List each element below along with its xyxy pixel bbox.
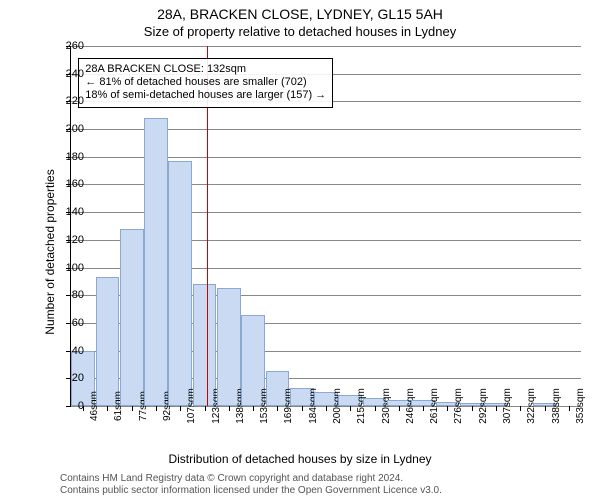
- annotation-line: ← 81% of detached houses are smaller (70…: [85, 76, 326, 89]
- y-tick-label: 20: [44, 372, 84, 384]
- x-tick: [132, 406, 133, 411]
- y-tick-label: 260: [44, 40, 84, 52]
- x-tick: [326, 406, 327, 411]
- histogram-bar: [120, 229, 144, 406]
- x-tick-label: 246sqm: [403, 388, 416, 424]
- x-tick: [472, 406, 473, 411]
- y-tick-label: 0: [44, 400, 84, 412]
- x-tick: [496, 406, 497, 411]
- y-tick-label: 180: [44, 151, 84, 163]
- x-tick-label: 292sqm: [476, 388, 489, 424]
- x-tick: [277, 406, 278, 411]
- x-tick: [545, 406, 546, 411]
- x-tick-label: 230sqm: [379, 388, 392, 424]
- chart-title-line1: 28A, BRACKEN CLOSE, LYDNEY, GL15 5AH: [0, 6, 600, 22]
- y-tick-label: 220: [44, 95, 84, 107]
- footer-line2: Contains public sector information licen…: [60, 485, 442, 496]
- x-tick: [423, 406, 424, 411]
- footer-line1: Contains HM Land Registry data © Crown c…: [60, 473, 403, 484]
- x-tick: [107, 406, 108, 411]
- x-tick-label: 307sqm: [500, 388, 513, 424]
- y-tick-label: 240: [44, 68, 84, 80]
- x-tick-label: 353sqm: [573, 388, 586, 424]
- x-axis-label: Distribution of detached houses by size …: [0, 452, 600, 466]
- x-tick: [205, 406, 206, 411]
- x-tick: [520, 406, 521, 411]
- x-tick: [156, 406, 157, 411]
- y-tick-label: 80: [44, 289, 84, 301]
- annotation-line: 18% of semi-detached houses are larger (…: [85, 89, 326, 102]
- y-tick-label: 60: [44, 317, 84, 329]
- histogram-bar: [96, 277, 120, 406]
- x-tick-label: 322sqm: [524, 388, 537, 424]
- x-tick: [180, 406, 181, 411]
- x-tick: [229, 406, 230, 411]
- annotation-line: 28A BRACKEN CLOSE: 132sqm: [85, 63, 326, 76]
- x-tick-label: 338sqm: [549, 388, 562, 424]
- chart-title-line2: Size of property relative to detached ho…: [0, 24, 600, 39]
- grid-line: [71, 46, 581, 47]
- x-tick: [375, 406, 376, 411]
- histogram-bar: [168, 161, 192, 406]
- x-tick: [350, 406, 351, 411]
- x-tick: [399, 406, 400, 411]
- x-tick-label: 276sqm: [451, 388, 464, 424]
- annotation-box: 28A BRACKEN CLOSE: 132sqm← 81% of detach…: [78, 58, 333, 108]
- y-tick-label: 40: [44, 345, 84, 357]
- y-tick-label: 140: [44, 206, 84, 218]
- histogram-bar: [144, 118, 168, 406]
- x-tick: [569, 406, 570, 411]
- x-tick-label: 200sqm: [330, 388, 343, 424]
- y-tick-label: 200: [44, 123, 84, 135]
- y-tick-label: 160: [44, 178, 84, 190]
- y-tick-label: 120: [44, 234, 84, 246]
- x-tick: [302, 406, 303, 411]
- plot-area: 46sqm61sqm77sqm92sqm107sqm123sqm138sqm15…: [70, 46, 581, 407]
- x-tick-label: 261sqm: [427, 388, 440, 424]
- y-tick-label: 100: [44, 262, 84, 274]
- x-tick: [253, 406, 254, 411]
- x-tick: [447, 406, 448, 411]
- x-tick-label: 215sqm: [354, 388, 367, 424]
